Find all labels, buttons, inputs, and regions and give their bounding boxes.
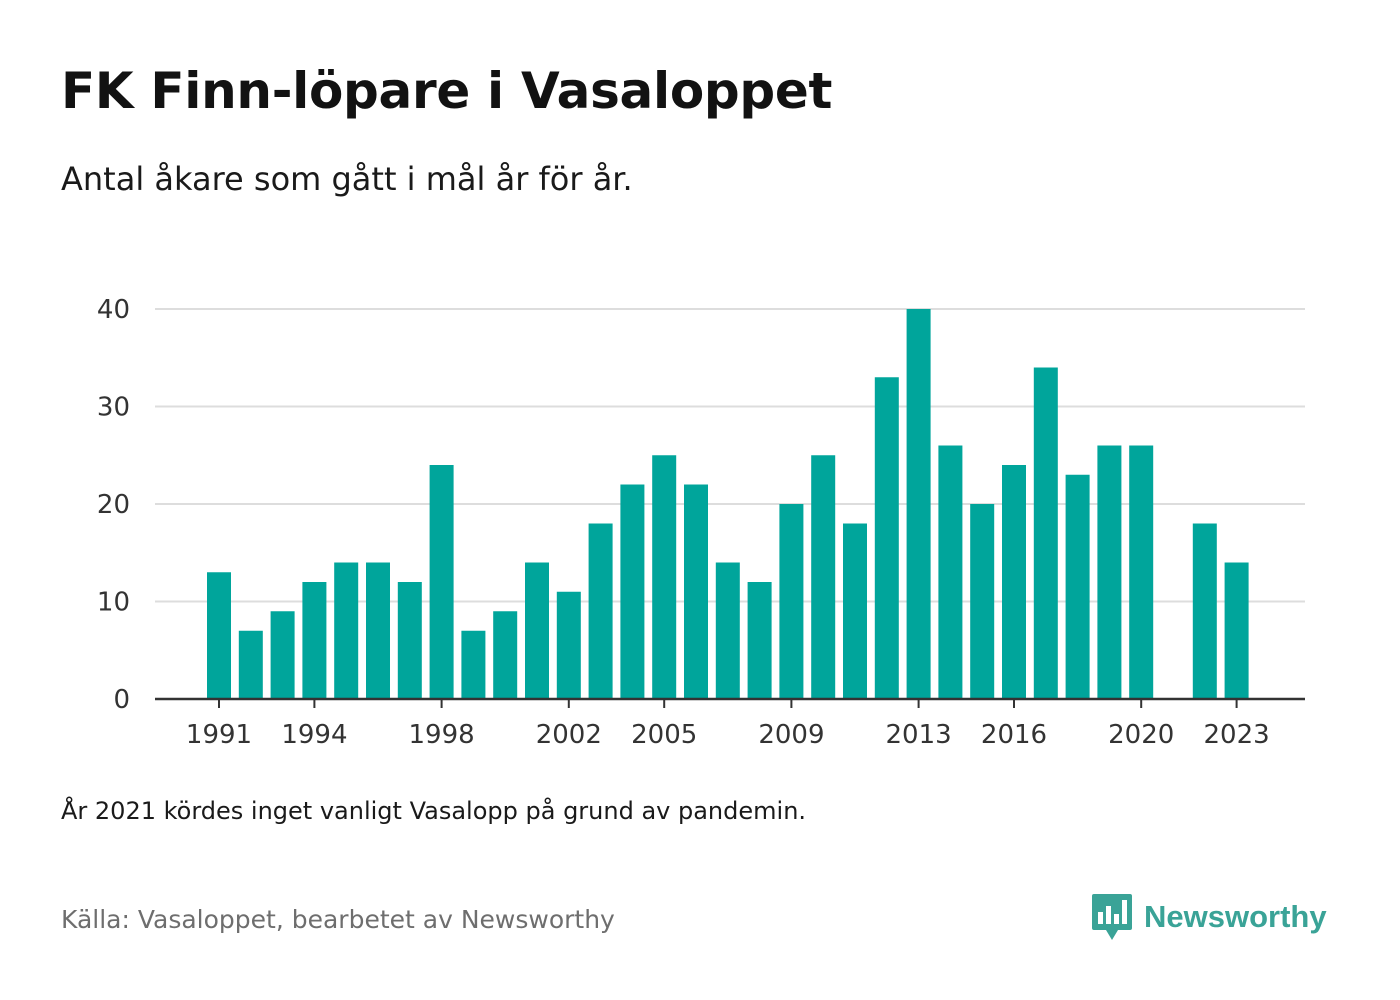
y-tick-label: 10 (97, 588, 130, 618)
axes: 0 10 20 30 40 1991 1994 1998 2002 2005 2009 2013 201… (97, 295, 1305, 750)
source-text: Källa: Vasaloppet, bearbetet av Newswort… (61, 905, 615, 934)
y-tick-label: 20 (97, 490, 130, 520)
bar-2012 (874, 377, 899, 699)
bar-2001 (525, 562, 549, 699)
x-tick-label: 1991 (186, 720, 252, 750)
bar-2016 (1002, 465, 1026, 699)
bar-2007 (715, 562, 740, 699)
bar-2022 (1192, 523, 1217, 699)
chart-subtitle: Antal åkare som gått i mål år för år. (61, 160, 633, 198)
bar-1994 (302, 582, 327, 699)
bar-2010 (811, 455, 836, 699)
bar-1991 (207, 572, 231, 699)
bar-2015 (970, 504, 995, 699)
x-tick-label: 2016 (981, 720, 1047, 750)
bar-2011 (843, 523, 867, 699)
x-tick-label: 2013 (886, 720, 952, 750)
bar-2020 (1129, 445, 1154, 699)
bar-2002 (556, 591, 581, 699)
bar-2004 (620, 484, 645, 699)
bar-2005 (652, 455, 677, 699)
x-tick-label: 2005 (631, 720, 697, 750)
bar-2003 (588, 523, 613, 699)
bar-2006 (684, 484, 708, 699)
y-tick-label: 0 (113, 685, 130, 715)
bar-1992 (238, 630, 263, 699)
bar-2017 (1033, 367, 1058, 699)
y-tick-label: 40 (97, 295, 130, 325)
chart-note: År 2021 kördes inget vanligt Vasalopp på… (61, 797, 807, 825)
chart-title: FK Finn-löpare i Vasaloppet (61, 62, 833, 120)
bar-1995 (334, 562, 359, 699)
y-tick-label: 30 (97, 393, 130, 423)
x-tick-label: 2020 (1108, 720, 1174, 750)
x-tick-label: 2002 (536, 720, 602, 750)
bar-2014 (938, 445, 963, 699)
bar-2009 (779, 504, 804, 699)
bar-1997 (397, 582, 422, 699)
x-tick-label: 1994 (281, 720, 347, 750)
bars (207, 309, 1249, 699)
bar-2000 (493, 611, 518, 699)
bar-1998 (429, 465, 454, 699)
bar-2008 (747, 582, 772, 699)
newsworthy-logo-icon (1092, 894, 1132, 940)
brand-name: Newsworthy (1144, 899, 1327, 934)
bar-2019 (1097, 445, 1122, 699)
bar-1999 (461, 630, 486, 699)
newsworthy-brand[interactable]: Newsworthy (1090, 892, 1327, 942)
bar-1993 (270, 611, 295, 699)
bar-2018 (1065, 474, 1090, 699)
x-tick-label: 2009 (758, 720, 824, 750)
bar-1996 (366, 562, 390, 699)
x-tick-label: 1998 (409, 720, 475, 750)
bar-2023 (1224, 562, 1249, 699)
bar-2013 (906, 309, 931, 699)
x-tick-label: 2023 (1204, 720, 1270, 750)
